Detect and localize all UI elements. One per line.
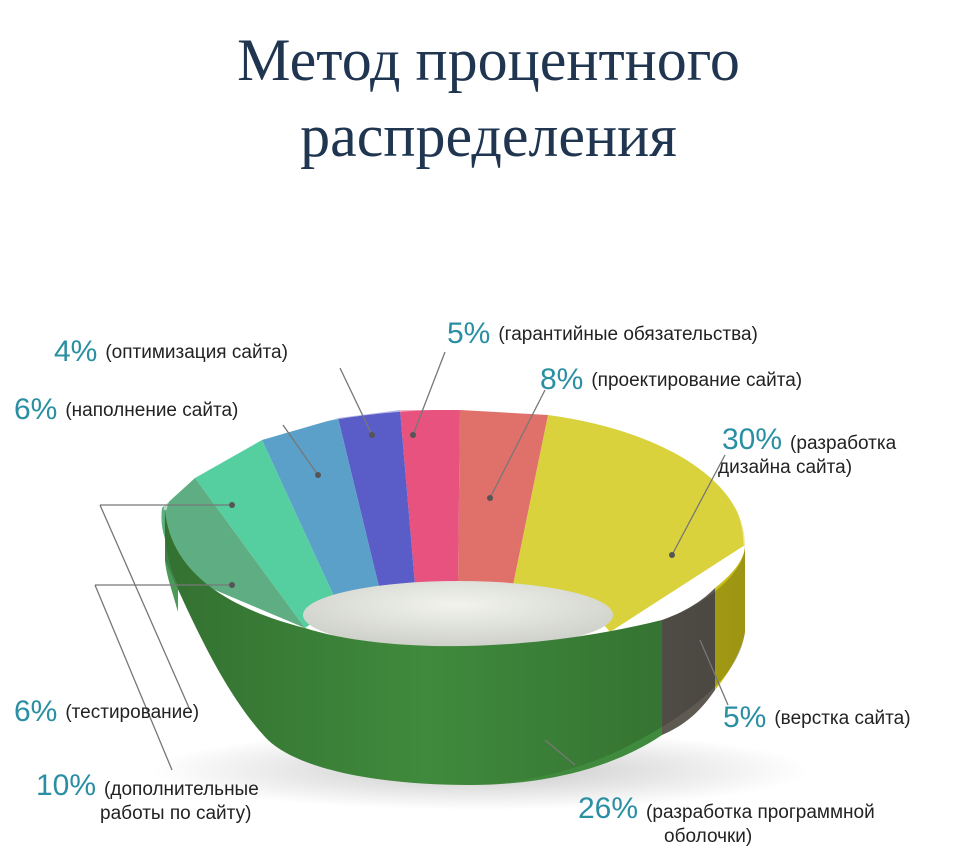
slice-design-inner bbox=[513, 415, 745, 632]
leader-testing bbox=[99, 504, 232, 711]
leader-content bbox=[282, 424, 319, 476]
leader-extra bbox=[94, 584, 232, 771]
pct-content: 6% bbox=[14, 393, 58, 426]
title-line-2: распределения bbox=[300, 103, 677, 169]
label-warranty: 5% (гарантийные обязательства) bbox=[447, 319, 758, 349]
pct-design: 30% bbox=[722, 423, 783, 456]
leader-layout bbox=[699, 639, 729, 706]
pct-seo: 4% bbox=[54, 335, 98, 368]
text-program-l1: (разработка программной bbox=[646, 802, 875, 823]
text-warranty: (гарантийные обязательства) bbox=[498, 324, 758, 345]
label-extra: 10% (дополнительные работы по сайту) bbox=[36, 771, 259, 826]
text-program-l2: оболочки) bbox=[664, 826, 753, 847]
dot-design bbox=[669, 552, 675, 558]
text-extra-l1: (дополнительные bbox=[104, 779, 259, 800]
leader-pink bbox=[489, 389, 546, 499]
outer-wall bbox=[164, 510, 745, 785]
slice-pink-inner bbox=[458, 410, 548, 585]
text-design: (разработка дизайна сайта) bbox=[718, 428, 897, 480]
pct-program: 26% bbox=[578, 792, 639, 825]
text-design-l1: (разработка bbox=[790, 433, 897, 454]
pct-extra: 10% bbox=[36, 769, 97, 802]
text-program: (разработка программной оболочки) bbox=[646, 797, 875, 849]
slice-extra-outer bbox=[164, 510, 178, 612]
pct-testing: 6% bbox=[14, 695, 58, 728]
slice-content-inner bbox=[262, 418, 380, 605]
rim-highlight bbox=[163, 406, 747, 546]
leader-seo bbox=[339, 367, 373, 436]
text-extra-l2: работы по сайту) bbox=[100, 803, 252, 824]
slice-warranty-inner bbox=[400, 410, 460, 585]
leader-lines bbox=[94, 351, 729, 771]
text-layout: (верстка сайта) bbox=[774, 708, 911, 729]
label-testing: 6% (тестирование) bbox=[14, 697, 200, 727]
text-extra: (дополнительные работы по сайту) bbox=[100, 774, 259, 826]
text-seo: (оптимизация сайта) bbox=[105, 342, 288, 363]
pct-pink: 8% bbox=[540, 363, 584, 396]
bowl-bottom bbox=[303, 581, 613, 649]
slice-extra-inner bbox=[161, 478, 305, 628]
text-design-l2: дизайна сайта) bbox=[718, 457, 853, 478]
label-layout: 5% (верстка сайта) bbox=[723, 703, 911, 733]
inner-surfaces bbox=[161, 410, 745, 632]
text-testing: (тестирование) bbox=[65, 702, 200, 723]
label-pink: 8% (проектирование сайта) bbox=[540, 365, 803, 395]
slice-seo-inner bbox=[338, 410, 415, 591]
leader-warranty bbox=[412, 351, 446, 436]
dot-warranty bbox=[410, 432, 416, 438]
leader-design bbox=[671, 454, 726, 556]
chart-title: Метод процентного распределения bbox=[0, 22, 977, 174]
dot-testing bbox=[229, 502, 235, 508]
leader-dots bbox=[229, 432, 675, 588]
title-line-1: Метод процентного bbox=[237, 27, 740, 93]
outer-shading bbox=[165, 510, 745, 785]
leader-program bbox=[544, 739, 576, 766]
label-design: 30% (разработка дизайна сайта) bbox=[718, 425, 897, 480]
text-pink: (проектирование сайта) bbox=[591, 370, 803, 391]
label-seo: 4% (оптимизация сайта) bbox=[54, 337, 288, 367]
pct-warranty: 5% bbox=[447, 317, 491, 350]
label-content: 6% (наполнение сайта) bbox=[14, 395, 239, 425]
dot-seo bbox=[369, 432, 375, 438]
text-content: (наполнение сайта) bbox=[65, 400, 239, 421]
dot-content bbox=[315, 472, 321, 478]
dot-pink bbox=[487, 495, 493, 501]
slice-testing-inner bbox=[195, 440, 338, 628]
dot-extra bbox=[229, 582, 235, 588]
pct-layout: 5% bbox=[723, 701, 767, 734]
label-program: 26% (разработка программной оболочки) bbox=[578, 794, 875, 849]
